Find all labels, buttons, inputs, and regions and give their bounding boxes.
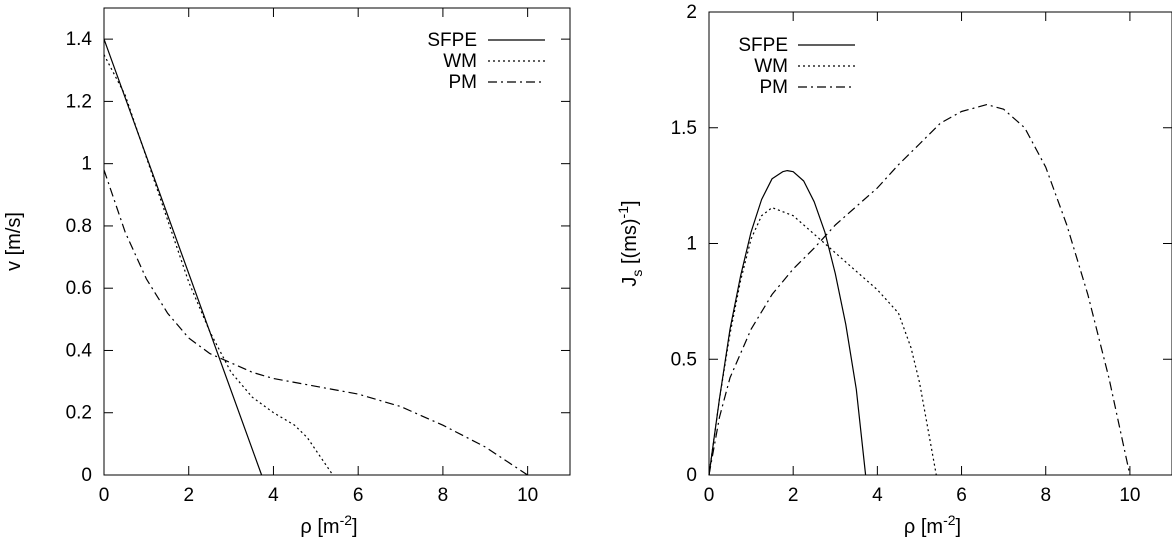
left-y-tick-label: 0.2: [66, 403, 92, 424]
left-y-tick-label: 0.8: [66, 216, 92, 237]
right-legend-label-wm: WM: [754, 56, 788, 77]
right-plot-flow: 0 2 4 6 8 10 0 0.5 1 1.5 2 ρ [m-2] Js [(ms)-1] SFPEWM…: [615, 2, 1172, 538]
left-series-sfpe-line: [103, 38, 263, 476]
left-x-tick-label: 8: [438, 485, 449, 506]
left-legend-label-sfpe: SFPE: [427, 30, 477, 51]
right-x-tick-label: 8: [1040, 485, 1051, 506]
left-y-tick-label: 1: [81, 154, 92, 175]
left-y-tick-label: 0.6: [66, 278, 92, 299]
left-x-tick-label: 2: [183, 485, 194, 506]
left-x-axis-label: ρ [m-2]: [300, 512, 357, 538]
right-x-tick-label: 6: [956, 485, 967, 506]
right-y-tick-label: 2: [686, 2, 697, 23]
right-y-axis-label: Js [(ms)-1]: [615, 200, 645, 286]
left-y-tick-label: 1.2: [66, 91, 92, 112]
left-legend-label-pm: PM: [449, 72, 478, 93]
left-x-tick-label: 6: [353, 485, 364, 506]
right-x-tick-label: 10: [1119, 485, 1140, 506]
right-x-tick-label: 2: [788, 485, 799, 506]
right-x-tick-label: 4: [872, 485, 883, 506]
left-y-tick-label: 0: [81, 465, 92, 486]
right-series-wm-line: [708, 207, 937, 476]
right-series-pm-line: [708, 103, 1131, 476]
left-plot-frame: [103, 7, 571, 476]
right-x-axis-label: ρ [m-2]: [904, 512, 961, 538]
right-y-tick-label: 0: [686, 465, 697, 486]
left-y-axis-label: v [m/s]: [3, 212, 25, 271]
right-y-tick-label: 1.5: [671, 118, 697, 139]
left-x-tick-label: 10: [517, 485, 538, 506]
right-legend-label-sfpe: SFPE: [738, 35, 788, 56]
left-series-pm-line: [103, 169, 528, 476]
right-legend-label-pm: PM: [760, 77, 789, 98]
left-x-tick-label: 0: [99, 485, 110, 506]
left-x-tick-label: 4: [268, 485, 279, 506]
left-y-tick-label: 1.4: [66, 29, 93, 50]
left-y-tick-label: 0.4: [66, 340, 93, 361]
right-y-tick-label: 1: [686, 234, 697, 255]
right-x-tick-label: 0: [704, 485, 715, 506]
left-plot-velocity: 0 2 4 6 8 10 0 0.2 0.4 0.6 0.8 1 1.2 1.4 ρ [m-2] v [m/s…: [3, 7, 571, 538]
left-legend-label-wm: WM: [443, 51, 477, 72]
right-series-sfpe-line: [708, 170, 867, 476]
left-series-wm-line: [103, 54, 334, 476]
right-y-tick-label: 0.5: [671, 349, 697, 370]
